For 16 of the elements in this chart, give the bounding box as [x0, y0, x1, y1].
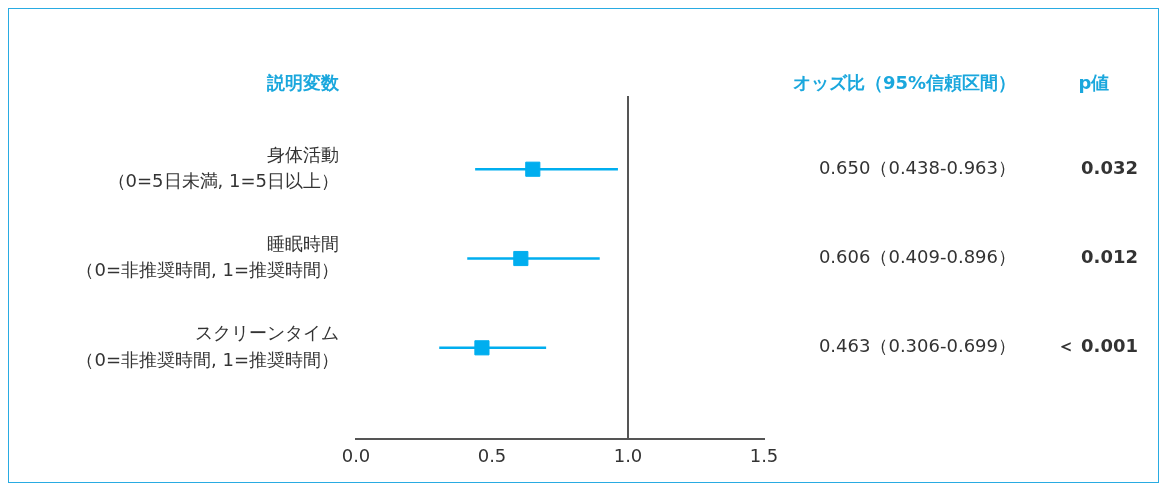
y-tick-label: 睡眠時間（0=非推奨時間, 1=推奨時間） [76, 233, 339, 281]
y-tick-label: 身体活動（0=5日未満, 1=5日以上） [107, 143, 339, 191]
text: p値 [1078, 71, 1110, 93]
text: 0.012 [1081, 246, 1138, 268]
x-tick-label: 0.0 [341, 445, 371, 467]
x-tick-label: 0.5 [477, 445, 507, 467]
x-tick-label: 1.0 [613, 445, 643, 467]
text: ＜ 0.001 [1056, 335, 1138, 357]
x-tick-label: 1.5 [749, 445, 779, 467]
text: 0.032 [1081, 156, 1138, 178]
y-axis-title: 説明変数 [266, 71, 340, 93]
text: オッズ比（95%信頼区間） [792, 71, 1016, 93]
data-label: 0.463（0.306-0.699） [818, 335, 1016, 357]
y-tick-label: スクリーンタイム（0=非推奨時間, 1=推奨時間） [76, 322, 339, 370]
data-label: 0.606（0.409-0.896） [818, 246, 1016, 268]
data-label: 0.650（0.438-0.963） [818, 156, 1016, 178]
